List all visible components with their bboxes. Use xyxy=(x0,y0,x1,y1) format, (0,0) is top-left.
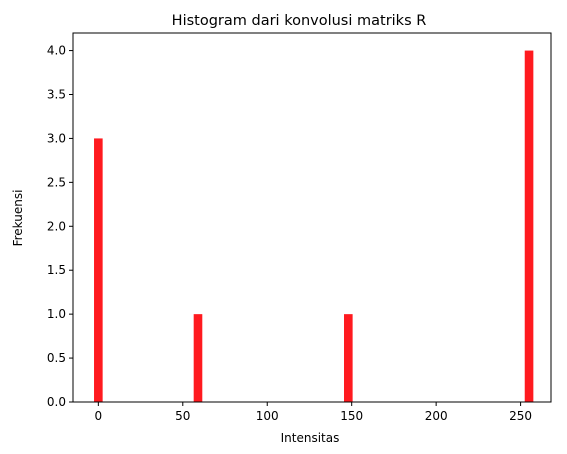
x-tick-label-1: 50 xyxy=(175,409,190,423)
y-tick-label-2: 1.0 xyxy=(47,307,66,321)
histogram-bar-1 xyxy=(193,314,203,402)
histogram-bar-0 xyxy=(94,138,103,402)
y-tick-label-0: 0.0 xyxy=(47,395,66,409)
y-axis-ticks: 0.0 0.5 1.0 1.5 2.0 2.5 3.0 3.5 4.0 xyxy=(47,44,73,409)
y-tick-label-6: 3.0 xyxy=(47,131,66,145)
y-axis-title: Frekuensi xyxy=(11,190,25,247)
x-axis-ticks: 0 50 100 150 200 250 xyxy=(95,402,532,423)
histogram-bar-2 xyxy=(344,314,353,402)
x-axis-title: Intensitas xyxy=(281,431,340,445)
y-tick-label-1: 0.5 xyxy=(47,351,66,365)
x-tick-label-4: 200 xyxy=(425,409,448,423)
x-tick-label-5: 250 xyxy=(509,409,532,423)
y-tick-label-8: 4.0 xyxy=(47,44,66,58)
x-tick-label-3: 150 xyxy=(340,409,363,423)
y-tick-label-3: 1.5 xyxy=(47,263,66,277)
plot-frame xyxy=(72,32,552,403)
y-tick-label-7: 3.5 xyxy=(47,88,66,102)
histogram-bar-3 xyxy=(524,50,534,402)
bars-group xyxy=(94,50,534,402)
x-tick-label-0: 0 xyxy=(95,409,103,423)
y-tick-label-5: 2.5 xyxy=(47,175,66,189)
x-tick-label-2: 100 xyxy=(256,409,279,423)
chart-title: Histogram dari konvolusi matriks R xyxy=(172,13,427,29)
y-tick-label-4: 2.0 xyxy=(47,219,66,233)
